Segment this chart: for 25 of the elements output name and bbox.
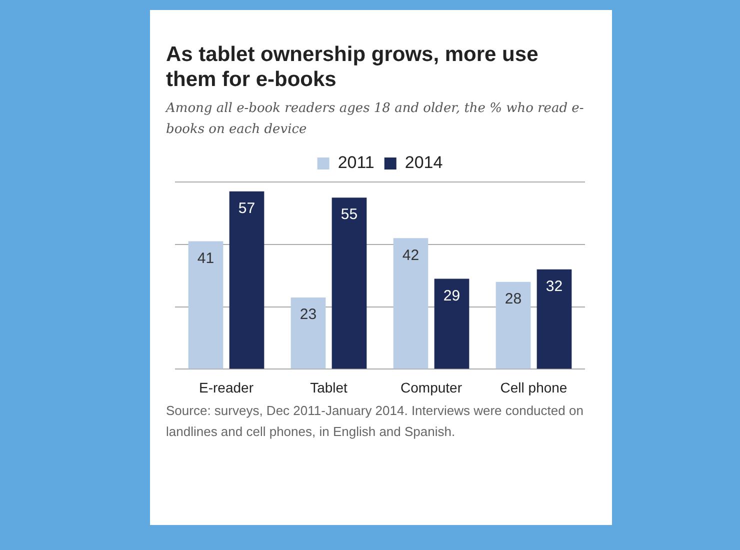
data-label: 23 [300, 306, 317, 324]
data-label: 55 [340, 206, 358, 224]
bar [332, 198, 367, 369]
x-tick-label: Computer [400, 379, 462, 396]
bar [188, 241, 224, 369]
chart-subtitle: Among all e-book readers ages 18 and older, the % who read e-books on each device [166, 100, 585, 139]
data-label: 32 [546, 278, 563, 295]
chart-title: As tablet ownership grows, more use them for e-books [166, 42, 540, 92]
legend-label: 2011 [338, 153, 374, 172]
legend-label: 2014 [404, 153, 443, 172]
data-label: 57 [238, 200, 256, 217]
x-tick-label: Cell phone [500, 379, 568, 396]
data-label: 29 [443, 287, 460, 304]
data-label: 41 [197, 250, 214, 267]
x-tick-label: E-reader [199, 379, 254, 396]
source-note: Source: surveys, Dec 2011-January 2014. Interviews were conducted on landlines and cell phones, in English and Spanish. [166, 402, 584, 441]
bar [290, 297, 326, 369]
bar [229, 191, 264, 369]
bar [393, 238, 428, 369]
x-tick-label: Tablet [310, 379, 348, 396]
bar [434, 278, 470, 369]
data-label: 42 [402, 246, 420, 264]
bar [496, 282, 531, 369]
data-label: 28 [504, 290, 522, 308]
bar [536, 269, 572, 369]
